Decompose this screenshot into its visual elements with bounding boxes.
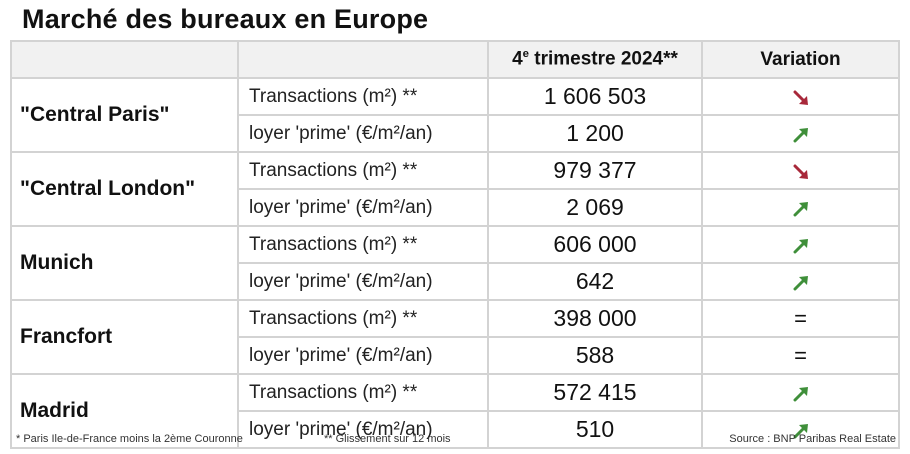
arrow-up-icon: [701, 188, 900, 227]
arrow-up-icon: [701, 114, 900, 153]
header-row: 4e trimestre 2024** Variation: [10, 40, 900, 79]
source-note: Source : BNP Paribas Real Estate: [729, 433, 896, 445]
metric-value: 979 377: [487, 151, 703, 190]
table-row: "Central London" Transactions (m²) ** 979 …: [10, 151, 900, 227]
variation-stable: =: [701, 336, 900, 375]
period-rest: trimestre 2024**: [528, 48, 678, 70]
header-variation: Variation: [701, 40, 900, 79]
arrow-up-icon: [701, 225, 900, 264]
table-row: "Central Paris" Transactions (m²) ** 1 606…: [10, 77, 900, 153]
metric-label: loyer 'prime' (€/m²/an): [237, 410, 489, 449]
arrow-down-icon: [701, 151, 900, 190]
metric-value: 642: [487, 262, 703, 301]
city-name: Munich: [10, 225, 239, 301]
city-name: "Central London": [10, 151, 239, 227]
metric-label: Transactions (m²) **: [237, 373, 489, 412]
metric-label: loyer 'prime' (€/m²/an): [237, 188, 489, 227]
arrow-down-icon: [701, 77, 900, 116]
metric-label: Transactions (m²) **: [237, 151, 489, 190]
city-name: Francfort: [10, 299, 239, 375]
footnote-glissement: ** Glissement sur 12 mois: [324, 433, 451, 445]
metric-value: 1 200: [487, 114, 703, 153]
metric-value: 606 000: [487, 225, 703, 264]
city-name: Madrid: [10, 373, 239, 449]
metric-value: 1 606 503: [487, 77, 703, 116]
arrow-up-icon: [701, 262, 900, 301]
table-row: loyer 'prime' (€/m²/an) 588 =: [11, 336, 900, 375]
table-row: loyer 'prime' (€/m²/an) 2 069: [11, 188, 900, 227]
period-number: 4: [512, 48, 523, 70]
period-sup: e: [522, 48, 529, 61]
metric-label: loyer 'prime' (€/m²/an): [237, 114, 489, 153]
metric-value: 510: [487, 410, 703, 449]
header-empty-cell: [237, 40, 489, 79]
metric-label: loyer 'prime' (€/m²/an): [237, 336, 489, 375]
arrow-up-icon: [701, 373, 900, 412]
table-row: loyer 'prime' (€/m²/an) 510: [11, 410, 900, 449]
arrow-up-icon: [701, 410, 900, 449]
city-name: "Central Paris": [10, 77, 239, 153]
metric-label: Transactions (m²) **: [237, 77, 489, 116]
metric-label: Transactions (m²) **: [237, 225, 489, 264]
variation-stable: =: [701, 299, 900, 338]
header-empty-cell: [10, 40, 239, 79]
footnote-paris: * Paris Ile-de-France moins la 2ème Cour…: [16, 433, 243, 445]
office-market-table: 4e trimestre 2024** Variation "Central P…: [10, 40, 900, 449]
table-row: Madrid Transactions (m²) ** 572 415: [10, 373, 900, 449]
table-row: loyer 'prime' (€/m²/an) 1 200: [11, 114, 900, 153]
table-row: Munich Transactions (m²) ** 606 000: [10, 225, 900, 301]
header-period: 4e trimestre 2024**: [487, 40, 703, 79]
metric-label: Transactions (m²) **: [237, 299, 489, 338]
table-row: loyer 'prime' (€/m²/an) 642: [11, 262, 900, 301]
metric-value: 572 415: [487, 373, 703, 412]
metric-value: 398 000: [487, 299, 703, 338]
metric-label: loyer 'prime' (€/m²/an): [237, 262, 489, 301]
metric-value: 588: [487, 336, 703, 375]
table-row: Francfort Transactions (m²) ** 398 000 =: [10, 299, 900, 375]
metric-value: 2 069: [487, 188, 703, 227]
page-title: Marché des bureaux en Europe: [22, 4, 429, 34]
